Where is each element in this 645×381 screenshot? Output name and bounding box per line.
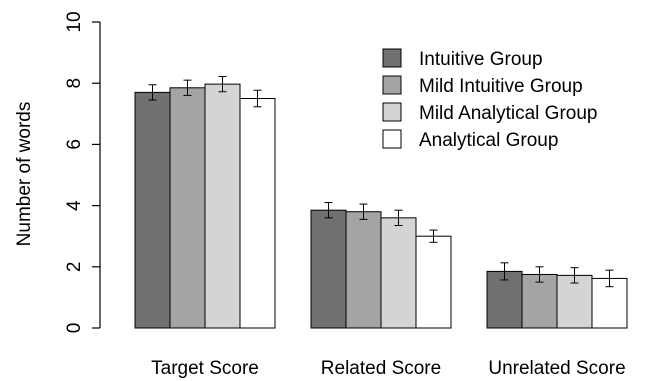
legend-label: Mild Analytical Group: [419, 103, 597, 124]
legend-label: Analytical Group: [419, 130, 558, 151]
legend-swatch: [382, 129, 402, 149]
bar: [486, 270, 523, 329]
bar: [239, 98, 276, 329]
legend: Intuitive Group Mild Intuitive Group Mild …: [382, 48, 597, 151]
y-tick-label: 0: [64, 323, 85, 334]
category-label: Unrelated Score: [488, 358, 625, 379]
bar: [169, 87, 206, 329]
category-labels: Target Score Related Score Unrelated Score: [151, 358, 626, 379]
bar: [345, 211, 382, 329]
y-tick-label: 4: [64, 200, 85, 211]
y-tick-label: 10: [64, 11, 85, 32]
bar: [204, 83, 241, 329]
bar: [134, 91, 171, 329]
y-axis-title: Number of words: [14, 102, 35, 247]
bar: [380, 217, 417, 329]
category-label: Related Score: [321, 358, 441, 379]
legend-label: Intuitive Group: [419, 49, 543, 70]
legend-swatch: [382, 102, 402, 122]
y-tick-label: 2: [64, 262, 85, 273]
y-tick-label: 8: [64, 78, 85, 89]
y-tick-label: 6: [64, 139, 85, 150]
bar: [310, 209, 347, 329]
y-axis: 0 2 4 6 8 10: [64, 11, 101, 334]
legend-label: Mild Intuitive Group: [419, 76, 583, 97]
bar: [415, 235, 452, 329]
legend-swatch: [382, 75, 402, 95]
legend-swatch: [382, 48, 402, 68]
bars-group: [134, 75, 628, 329]
category-label: Target Score: [151, 358, 259, 379]
